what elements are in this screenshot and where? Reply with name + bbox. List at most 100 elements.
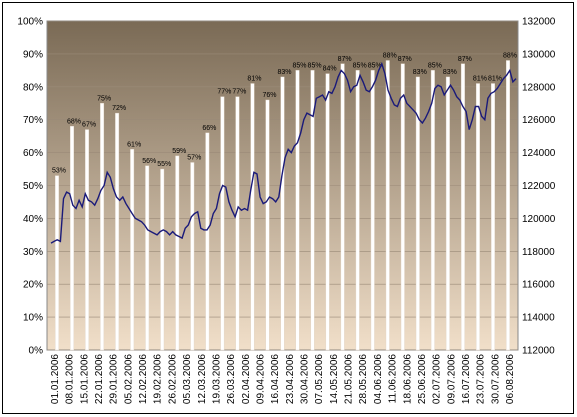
- x-tick-label: 19.03.2006: [211, 354, 222, 404]
- bar-data-label: 77%: [232, 89, 246, 96]
- bar: [160, 168, 165, 351]
- right-tick-label: 128000: [522, 82, 556, 93]
- x-tick-label: 22.01.2006: [94, 354, 105, 404]
- bar: [415, 76, 420, 351]
- bar: [70, 126, 74, 351]
- bar: [506, 60, 510, 351]
- bar: [190, 162, 195, 351]
- x-tick-label: 09.04.2006: [255, 354, 266, 404]
- bar-data-label: 85%: [353, 62, 367, 69]
- bar: [100, 103, 105, 351]
- bar-data-label: 85%: [308, 62, 322, 69]
- bar: [385, 60, 390, 351]
- bar: [400, 63, 405, 351]
- bar-data-label: 67%: [82, 122, 96, 129]
- bar-data-label: 83%: [277, 69, 291, 76]
- x-tick-label: 02.04.2006: [241, 354, 252, 404]
- bar: [205, 132, 210, 351]
- right-tick-label: 114000: [522, 313, 555, 324]
- bar-data-label: 88%: [383, 52, 397, 59]
- x-tick-label: 15.01.2006: [79, 354, 90, 404]
- bar: [175, 155, 180, 351]
- x-tick-label: 08.01.2006: [65, 354, 76, 404]
- bar: [265, 99, 270, 351]
- bar-data-label: 83%: [413, 69, 427, 76]
- bar-data-label: 84%: [323, 66, 337, 73]
- bar-data-label: 59%: [172, 148, 186, 155]
- x-tick-label: 04.06.2006: [373, 354, 384, 404]
- bar-data-label: 88%: [503, 52, 517, 59]
- bar-data-label: 85%: [293, 62, 307, 69]
- bar: [295, 70, 300, 351]
- bar: [235, 96, 240, 351]
- bar-data-label: 87%: [338, 56, 352, 63]
- right-tick-label: 122000: [522, 181, 556, 192]
- chart: 53%68% 67%75%72%61%56% 55%59%57%66%77% 77%8…: [17, 17, 556, 405]
- bar: [130, 149, 135, 351]
- bar-data-label: 81%: [488, 76, 502, 83]
- left-tick-label: 70%: [23, 115, 43, 126]
- left-tick-label: 60%: [23, 148, 43, 159]
- x-tick-label: 16.07.2006: [461, 354, 472, 404]
- bar-data-label: 55%: [157, 161, 171, 168]
- left-tick-label: 20%: [23, 280, 43, 291]
- x-tick-label: 02.07.2006: [432, 354, 443, 404]
- bar: [85, 129, 90, 351]
- line-series: [50, 61, 517, 244]
- bar: [370, 70, 375, 351]
- right-tick-label: 120000: [522, 214, 556, 225]
- bar: [460, 63, 465, 351]
- bar: [250, 83, 255, 351]
- x-tick-label: 30.04.2006: [300, 354, 311, 404]
- bar-data-label: 83%: [443, 69, 457, 76]
- x-tick-label: 12.02.2006: [138, 354, 149, 404]
- bar-data-label: 53%: [52, 168, 66, 175]
- bar-data-label: 72%: [112, 105, 126, 112]
- x-tick-label: 29.01.2006: [109, 354, 120, 404]
- left-tick-label: 0%: [29, 346, 44, 357]
- right-tick-label: 126000: [522, 115, 556, 126]
- bar: [340, 63, 345, 351]
- right-tick-label: 112000: [522, 346, 555, 357]
- bar: [220, 96, 225, 351]
- x-tick-label: 26.03.2006: [226, 354, 237, 404]
- bar-data-label: 66%: [202, 125, 216, 132]
- bar-data-label: 61%: [127, 141, 141, 148]
- bar-data-label: 56%: [142, 158, 156, 165]
- x-tick-label: 23.04.2006: [285, 354, 296, 404]
- bar: [475, 83, 480, 351]
- x-tick-label: 30.07.2006: [490, 354, 501, 404]
- bar-data-label: 57%: [187, 154, 201, 161]
- bar: [55, 175, 59, 351]
- left-tick-label: 90%: [23, 49, 43, 60]
- x-tick-label: 14.05.2006: [329, 354, 340, 404]
- bar: [325, 73, 330, 351]
- x-tick-label: 18.06.2006: [402, 354, 413, 404]
- chart-frame: 53% 68% 67% 75% 72% 61% 56% 55% 59% 57% 66% 77% 77% 8…: [2, 2, 574, 414]
- bar-series: [55, 60, 510, 351]
- bar-data-label: 87%: [458, 56, 472, 63]
- x-tick-label: 11.06.2006: [388, 354, 399, 404]
- x-tick-label: 16.04.2006: [270, 354, 281, 404]
- x-tick-label: 21.05.2006: [344, 354, 355, 404]
- bar-data-label: 87%: [398, 56, 412, 63]
- left-tick-label: 50%: [23, 181, 43, 192]
- left-tick-label: 10%: [23, 313, 43, 324]
- x-tick-label: 05.03.2006: [182, 354, 193, 404]
- bar: [355, 70, 360, 351]
- x-tick-label: 23.07.2006: [476, 354, 487, 404]
- bar-data-label: 68%: [67, 118, 81, 125]
- right-tick-label: 130000: [522, 49, 556, 60]
- bar-data-label: 85%: [428, 62, 442, 69]
- bar-data-label: 77%: [217, 89, 231, 96]
- left-tick-label: 40%: [23, 214, 43, 225]
- bar: [280, 76, 285, 351]
- bar-data-labels: 53%68% 67%75%72%61%56% 55%59%57%66%77% 77%8…: [52, 52, 517, 174]
- x-tick-label: 07.05.2006: [314, 354, 325, 404]
- bar: [445, 76, 450, 351]
- bar: [491, 83, 495, 351]
- x-tick-label: 09.07.2006: [446, 354, 457, 404]
- bar-data-label: 85%: [368, 62, 382, 69]
- bar-data-label: 81%: [473, 76, 487, 83]
- x-tick-label: 01.01.2006: [50, 354, 61, 404]
